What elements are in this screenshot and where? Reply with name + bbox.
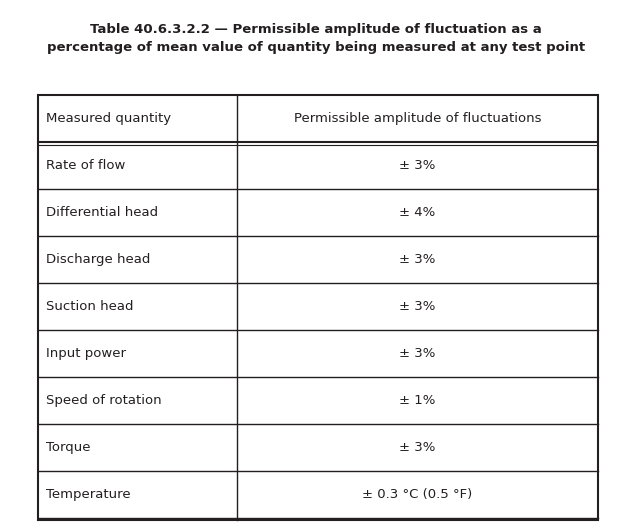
Text: ± 4%: ± 4% (399, 206, 435, 219)
Text: Torque: Torque (46, 441, 90, 454)
Text: Differential head: Differential head (46, 206, 158, 219)
Text: Measured quantity: Measured quantity (46, 112, 171, 125)
Text: Temperature: Temperature (46, 488, 131, 501)
Text: Input power: Input power (46, 347, 126, 360)
Bar (38, 95, 598, 520)
Text: ± 3%: ± 3% (399, 441, 435, 454)
Text: ± 3%: ± 3% (399, 300, 435, 313)
Text: Suction head: Suction head (46, 300, 133, 313)
Text: ± 3%: ± 3% (399, 159, 435, 172)
Text: ± 3%: ± 3% (399, 253, 435, 266)
Text: ± 3%: ± 3% (399, 347, 435, 360)
Text: Permissible amplitude of fluctuations: Permissible amplitude of fluctuations (294, 112, 541, 125)
Text: ± 1%: ± 1% (399, 394, 435, 407)
Text: ± 0.3 °C (0.5 °F): ± 0.3 °C (0.5 °F) (362, 488, 473, 501)
Text: Speed of rotation: Speed of rotation (46, 394, 162, 407)
Text: Discharge head: Discharge head (46, 253, 150, 266)
Text: Rate of flow: Rate of flow (46, 159, 125, 172)
Text: Table 40.6.3.2.2 — Permissible amplitude of fluctuation as a
percentage of mean : Table 40.6.3.2.2 — Permissible amplitude… (47, 23, 585, 53)
